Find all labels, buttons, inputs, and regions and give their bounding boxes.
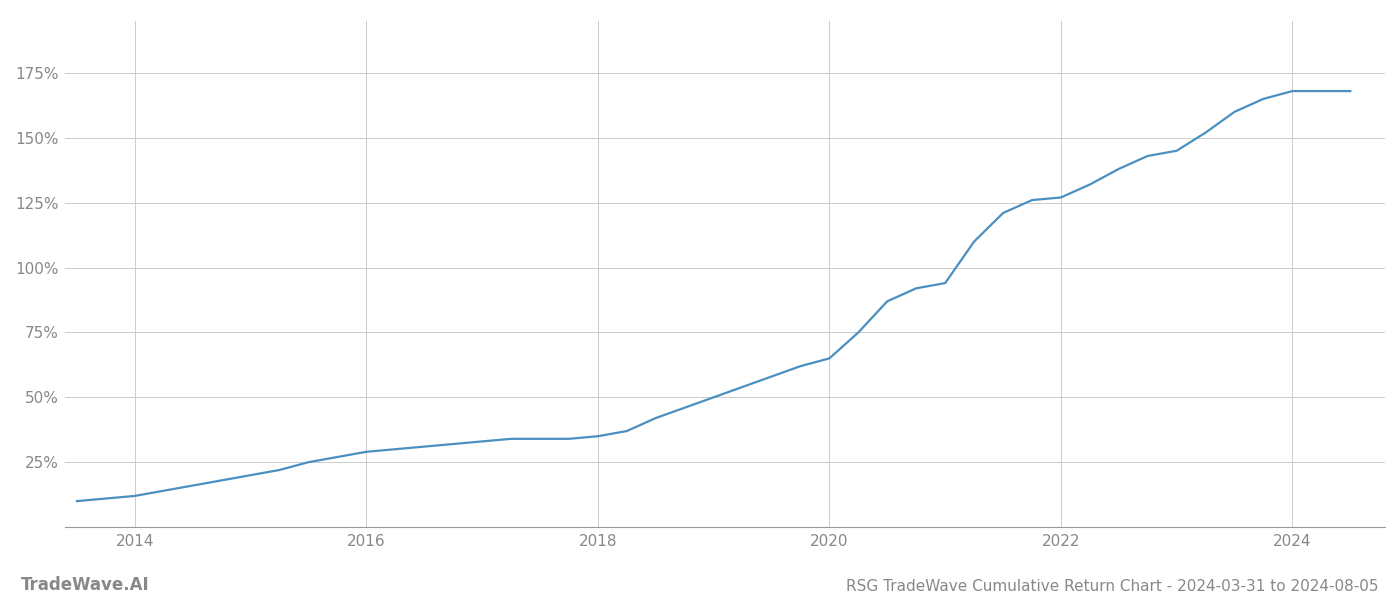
Text: RSG TradeWave Cumulative Return Chart - 2024-03-31 to 2024-08-05: RSG TradeWave Cumulative Return Chart - … — [847, 579, 1379, 594]
Text: TradeWave.AI: TradeWave.AI — [21, 576, 150, 594]
